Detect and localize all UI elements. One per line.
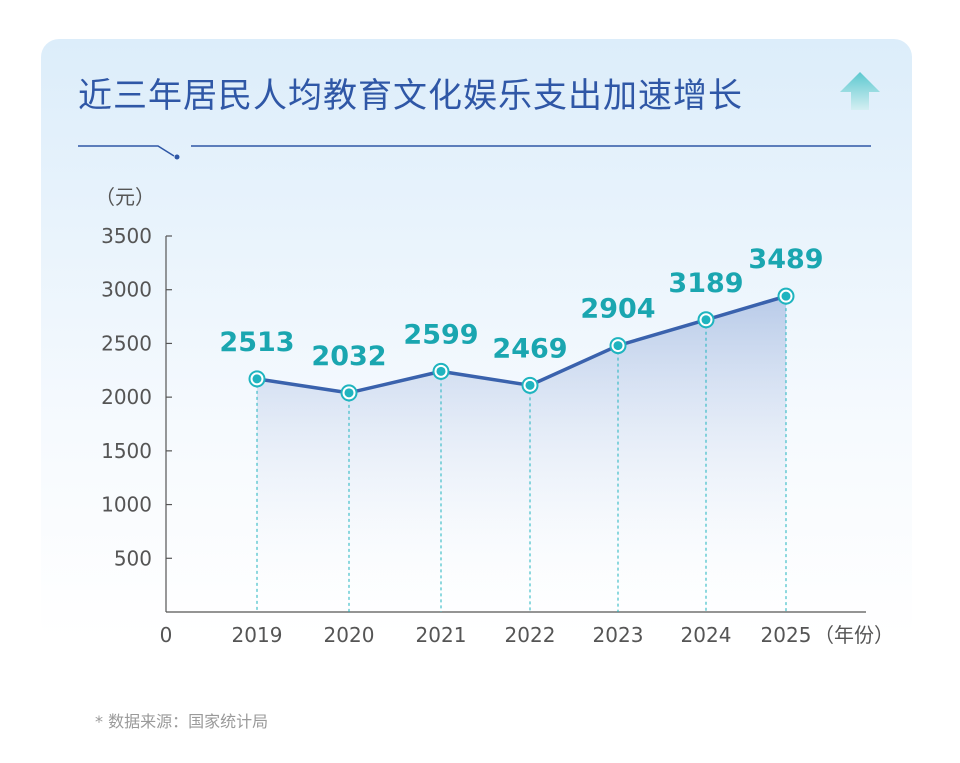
x-tick-label: 2019: [232, 623, 283, 647]
data-point-core: [344, 388, 354, 398]
data-label: 3489: [748, 244, 823, 275]
y-tick-label: 3000: [101, 278, 152, 302]
data-label: 2599: [403, 319, 478, 350]
data-label: 2032: [311, 341, 386, 372]
x-tick-label: 2022: [505, 623, 556, 647]
y-tick-label: 1000: [101, 493, 152, 517]
data-label: 2513: [219, 327, 294, 358]
data-label: 2469: [492, 333, 567, 364]
data-source-note: * 数据来源：国家统计局: [95, 712, 269, 731]
y-tick-label: 3500: [101, 224, 152, 248]
y-tick-label: 500: [114, 546, 152, 570]
data-point-core: [701, 315, 711, 325]
origin-label: 0: [160, 623, 173, 647]
data-point-core: [436, 366, 446, 376]
data-label: 2904: [580, 294, 655, 325]
x-tick-label: 2024: [681, 623, 732, 647]
y-tick-label: 1500: [101, 439, 152, 463]
x-tick-label: 2021: [416, 623, 467, 647]
data-label: 3189: [668, 268, 743, 299]
y-axis-unit-label: （元）: [95, 185, 155, 209]
x-tick-label: 2025: [761, 623, 812, 647]
data-point-core: [252, 374, 262, 384]
x-tick-label: 2023: [593, 623, 644, 647]
data-point-core: [525, 380, 535, 390]
y-tick-label: 2000: [101, 385, 152, 409]
x-axis-label: （年份）: [814, 623, 894, 647]
up-arrow-icon: [840, 72, 880, 110]
y-tick-label: 2500: [101, 331, 152, 355]
data-point-core: [613, 341, 623, 351]
area-fill: [257, 296, 786, 612]
x-tick-label: 2020: [324, 623, 375, 647]
data-point-core: [781, 291, 791, 301]
chart-title: 近三年居民人均教育文化娱乐支出加速增长: [78, 75, 743, 116]
